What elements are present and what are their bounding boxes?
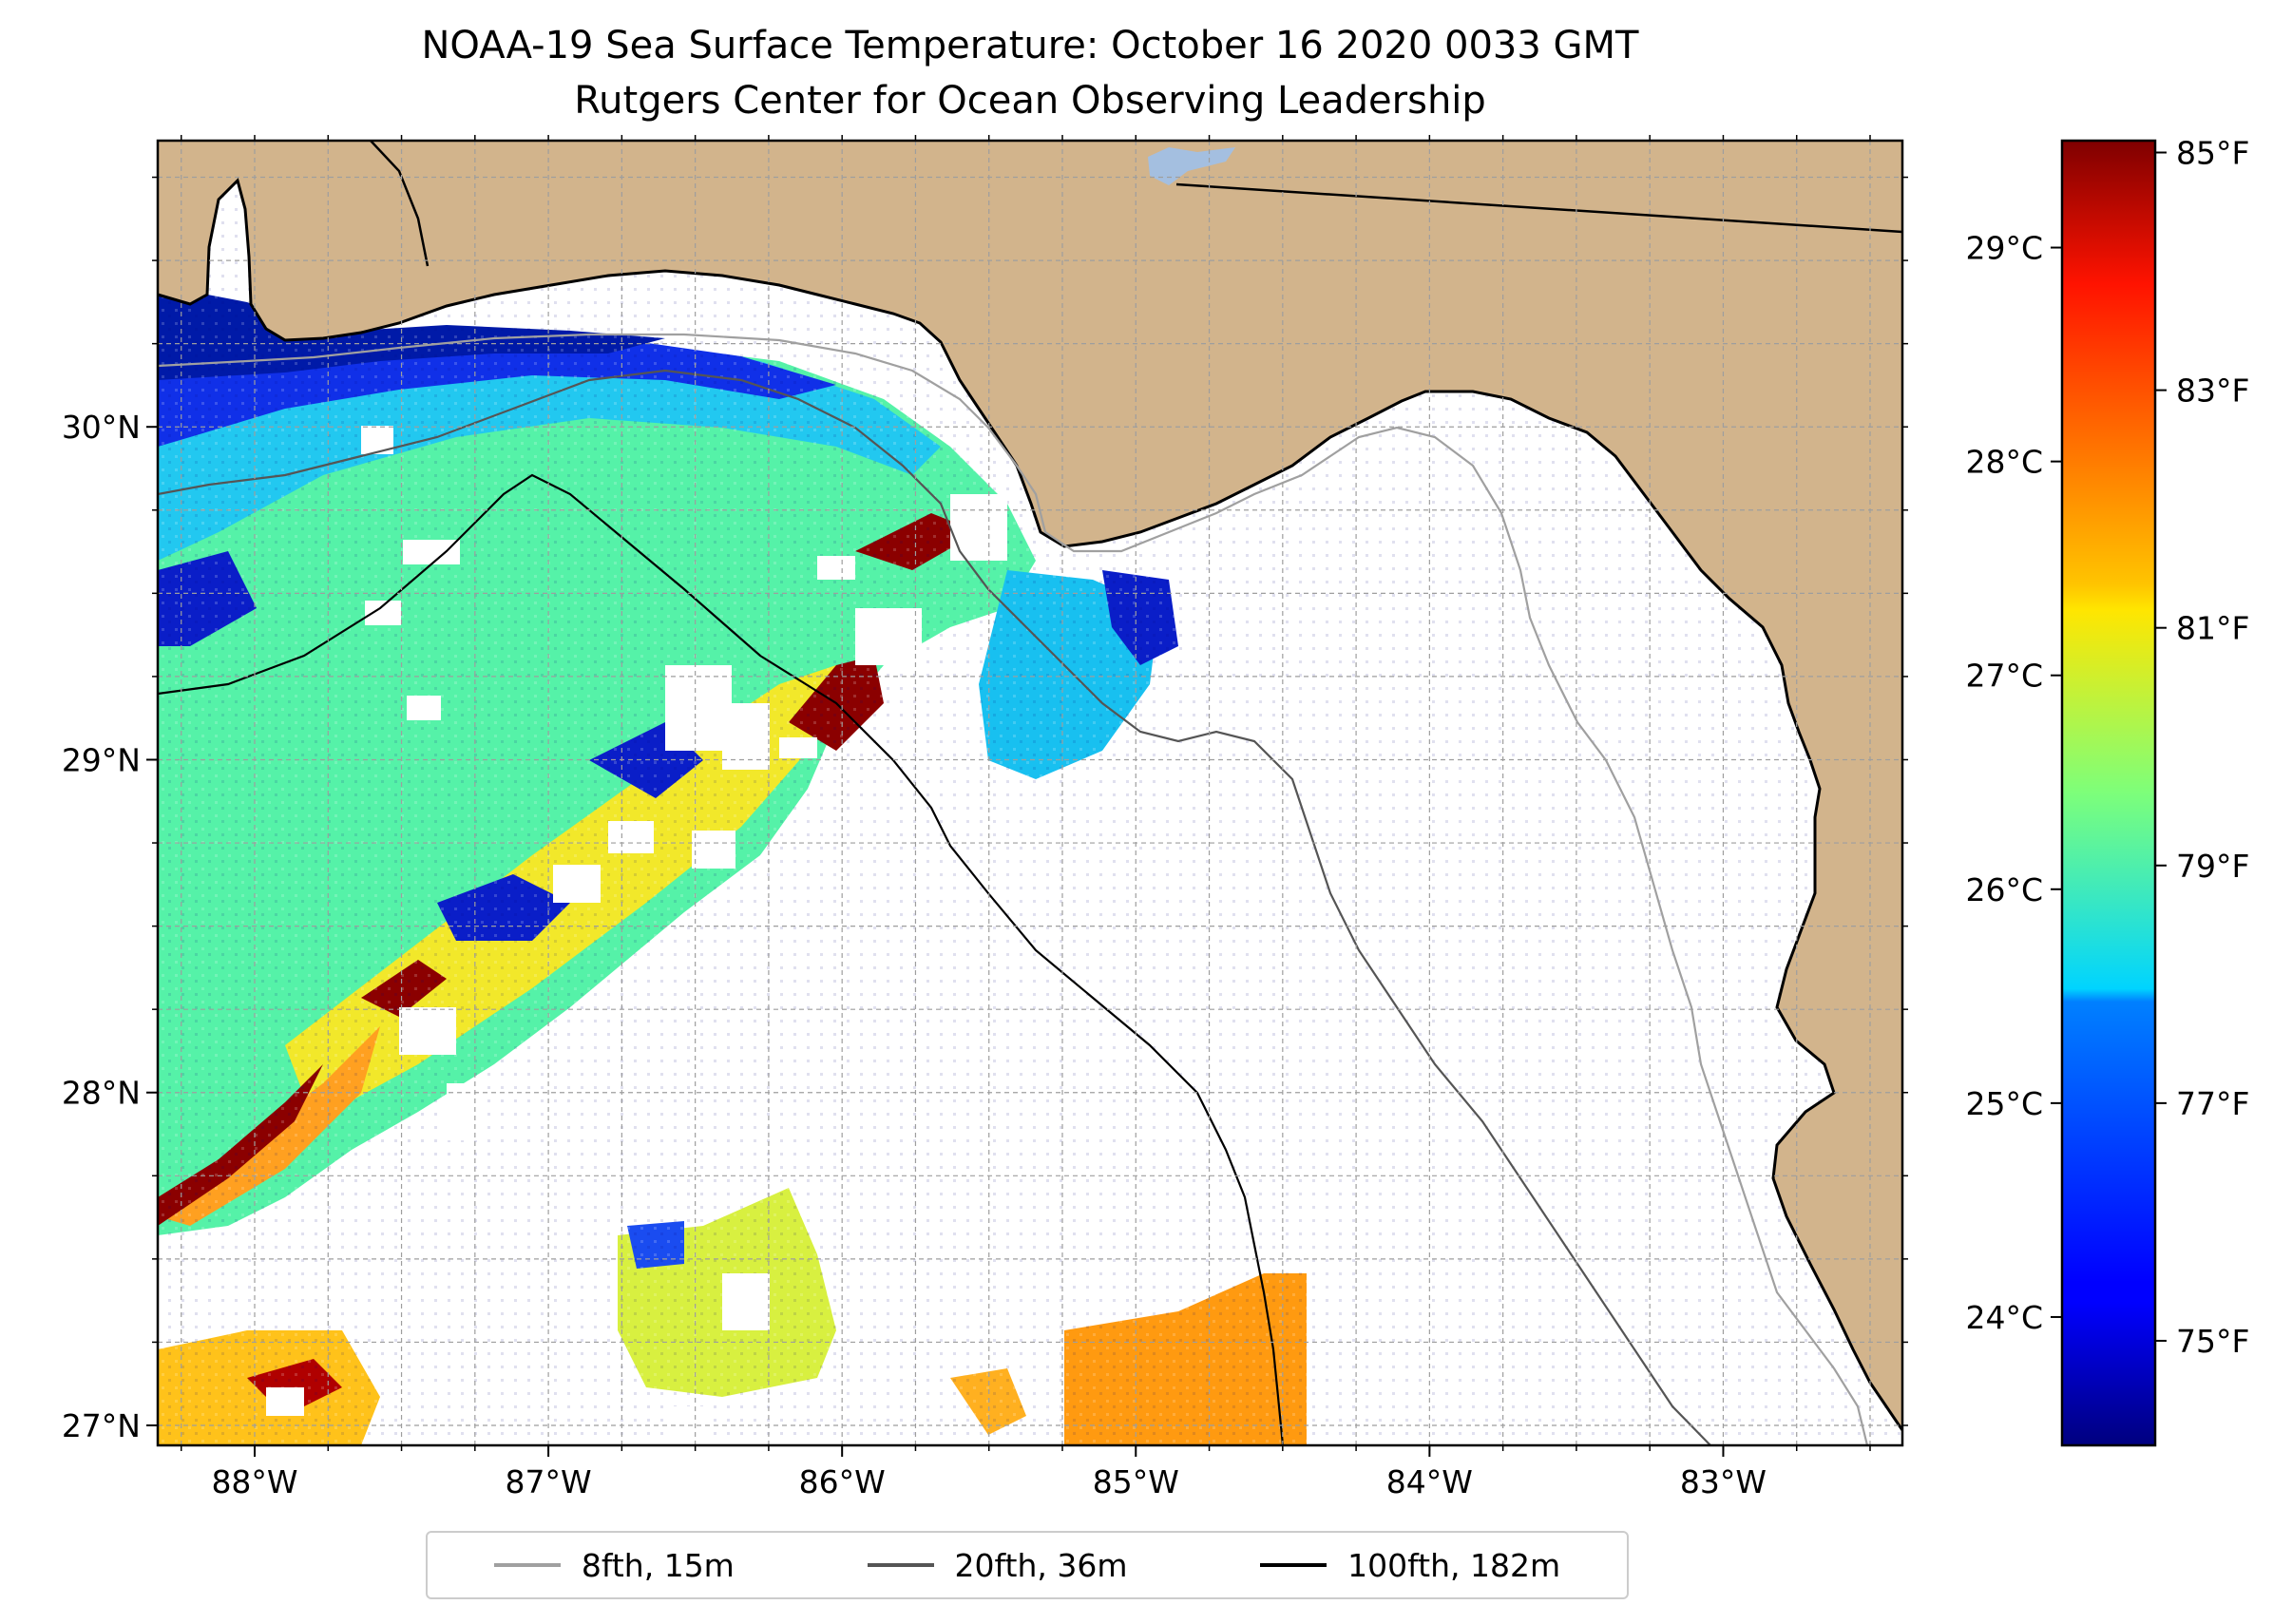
legend-line-8fth — [493, 1563, 561, 1567]
map-frame — [156, 139, 1904, 1447]
legend-label-20fth: 20fth, 36m — [954, 1546, 1128, 1584]
lon-tick-label: 85°W — [1093, 1463, 1179, 1500]
state-boundary-west — [370, 141, 430, 267]
map-title: NOAA-19 Sea Surface Temperature: October… — [421, 24, 1639, 67]
colorbar-label-f: 75°F — [2176, 1323, 2249, 1360]
isobath-legend: 8fth, 15m 20fth, 36m 100fth, 182m — [426, 1531, 1629, 1599]
legend-line-100fth — [1260, 1563, 1327, 1567]
legend-line-20fth — [867, 1563, 934, 1567]
gridlines — [158, 141, 1902, 1445]
colorbar-fahrenheit-axis: 75°F 77°F 79°F 81°F 83°F 85°F — [2155, 135, 2249, 1360]
colorbar-label-f: 83°F — [2176, 373, 2249, 410]
cloud-gaps — [266, 426, 1007, 1435]
colorbar-gradient — [2062, 141, 2155, 1445]
state-boundary — [1175, 182, 1902, 234]
isobath-8fth — [158, 333, 1869, 1445]
isobath-20fth — [158, 369, 1711, 1445]
colorbar-celsius-axis: 24°C 25°C 26°C 27°C 28°C 29°C — [1965, 230, 2062, 1336]
isobath-100fth — [158, 473, 1285, 1445]
lat-tick-label: 28°N — [62, 1075, 141, 1112]
colorbar-label-c: 29°C — [1965, 230, 2043, 267]
colorbar-label-f: 85°F — [2176, 135, 2249, 172]
colorbar-label-c: 26°C — [1965, 871, 2043, 908]
legend-entry-8fth: 8fth, 15m — [493, 1546, 735, 1584]
colorbar-label-c: 28°C — [1965, 444, 2043, 481]
legend-label-100fth: 100fth, 182m — [1347, 1546, 1561, 1584]
latitude-axis: 27°N 28°N 29°N 30°N — [62, 176, 1908, 1444]
colorbar-label-f: 77°F — [2176, 1085, 2249, 1122]
colorbar-label-f: 81°F — [2176, 610, 2249, 647]
legend-label-8fth: 8fth, 15m — [581, 1546, 735, 1584]
inland-lake — [1148, 147, 1235, 185]
lat-tick-label: 27°N — [62, 1407, 141, 1444]
map-area — [158, 141, 1902, 1445]
legend-entry-100fth: 100fth, 182m — [1260, 1547, 1560, 1584]
lon-tick-label: 87°W — [506, 1463, 592, 1500]
colorbar: 24°C 25°C 26°C 27°C 28°C 29°C 75°F 77°F 79°F 81°… — [1965, 135, 2249, 1447]
land-mass — [158, 141, 1902, 1430]
colorbar-frame — [2060, 139, 2157, 1447]
lon-tick-label: 86°W — [799, 1463, 886, 1500]
lat-tick-label: 29°N — [62, 741, 141, 778]
colorbar-label-f: 79°F — [2176, 848, 2249, 885]
lon-tick-label: 83°W — [1680, 1463, 1767, 1500]
map-subtitle: Rutgers Center for Ocean Observing Leade… — [574, 79, 1486, 123]
longitude-axis: 88°W 87°W 86°W 85°W 84°W 83°W — [180, 135, 1871, 1500]
lat-tick-label: 30°N — [62, 409, 141, 446]
lon-tick-label: 84°W — [1386, 1463, 1473, 1500]
colorbar-label-c: 24°C — [1965, 1299, 2043, 1336]
coastline — [158, 178, 1902, 1431]
colorbar-label-c: 25°C — [1965, 1085, 2043, 1122]
colorbar-label-c: 27°C — [1965, 658, 2043, 695]
legend-entry-20fth: 20fth, 36m — [867, 1546, 1128, 1584]
lon-tick-label: 88°W — [211, 1463, 297, 1500]
